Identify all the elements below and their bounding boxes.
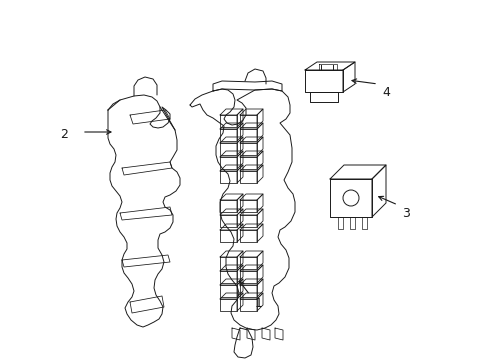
- Text: 4: 4: [381, 86, 389, 99]
- Text: 1: 1: [254, 297, 263, 310]
- Text: 2: 2: [60, 127, 68, 140]
- Text: 3: 3: [401, 207, 409, 220]
